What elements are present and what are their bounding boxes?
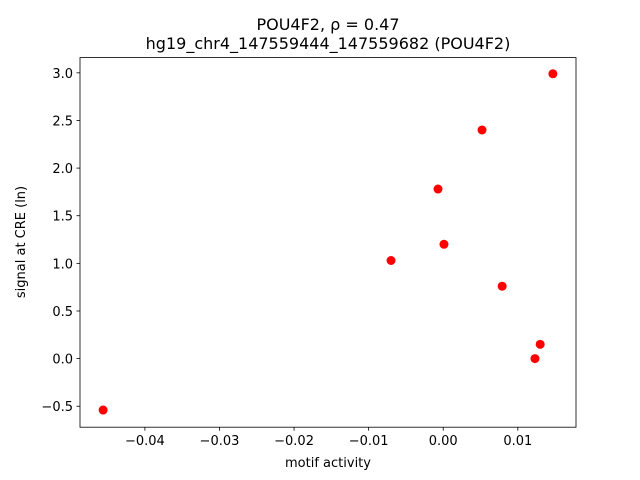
y-tick-label: 2.5 bbox=[52, 114, 73, 129]
x-tick-label: −0.04 bbox=[125, 434, 165, 449]
point bbox=[433, 184, 443, 194]
y-tick-label: 0.0 bbox=[52, 353, 73, 368]
chart-title: POU4F2, ρ = 0.47 bbox=[256, 15, 399, 34]
point bbox=[535, 339, 545, 349]
y-tick-label: 1.5 bbox=[52, 210, 73, 225]
point bbox=[477, 125, 487, 135]
y-tick-label: 2.0 bbox=[52, 162, 73, 177]
x-tick-label: 0.00 bbox=[429, 434, 458, 449]
point bbox=[98, 405, 108, 415]
y-tick-label: 0.5 bbox=[52, 305, 73, 320]
point bbox=[439, 239, 449, 249]
point bbox=[548, 69, 558, 79]
x-tick-label: −0.02 bbox=[274, 434, 314, 449]
point bbox=[386, 255, 396, 265]
x-axis-label: motif activity bbox=[285, 456, 371, 471]
x-tick-label: 0.01 bbox=[503, 434, 532, 449]
point bbox=[497, 281, 507, 291]
x-tick-label: −0.03 bbox=[200, 434, 240, 449]
y-tick-label: 1.0 bbox=[52, 257, 73, 272]
axes-frame bbox=[79, 57, 577, 428]
chart-subtitle: hg19_chr4_147559444_147559682 (POU4F2) bbox=[146, 34, 511, 54]
y-tick-label: 3.0 bbox=[52, 67, 73, 82]
y-tick-label: −0.5 bbox=[41, 400, 73, 415]
point bbox=[530, 354, 540, 364]
y-axis-label: signal at CRE (ln) bbox=[14, 186, 29, 298]
x-tick-label: −0.01 bbox=[349, 434, 389, 449]
